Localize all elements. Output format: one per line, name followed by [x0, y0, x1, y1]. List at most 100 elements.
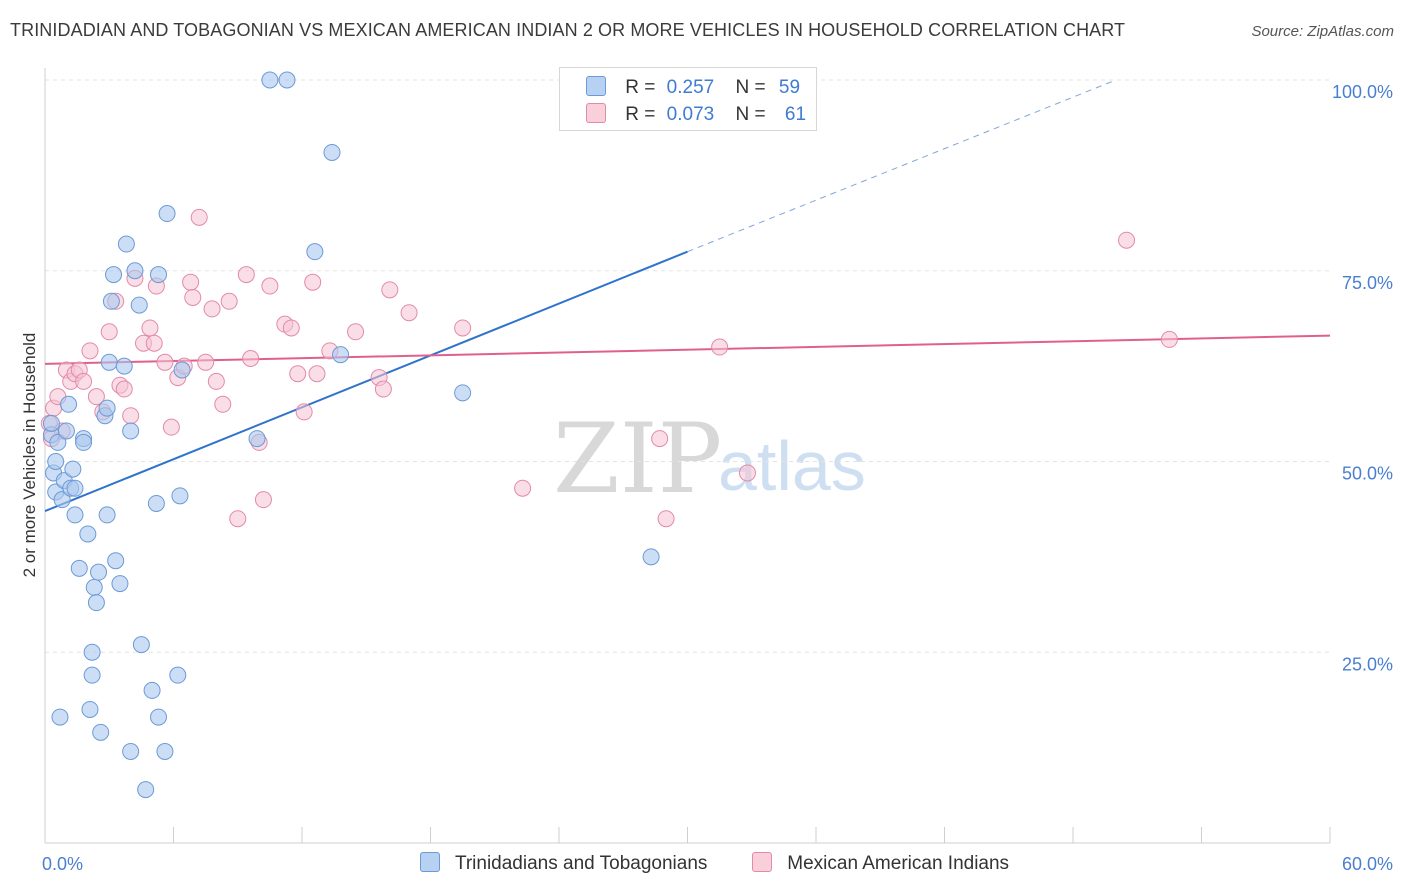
mexican-american-indian-point: [122, 407, 140, 425]
trinidadian-point: [261, 71, 279, 89]
trinidadian-point: [248, 430, 266, 448]
trinidadian-point: [158, 205, 176, 223]
mexican-american-indian-point: [282, 319, 300, 337]
y-tick-label: 100.0%: [1332, 82, 1393, 102]
legend-n-value: 61: [784, 104, 807, 125]
mexican-american-indian-point: [1118, 231, 1136, 249]
mexican-american-indian-point: [156, 353, 174, 371]
legend-row-trinidadian: R = 0.257 N = 59: [586, 76, 800, 98]
mexican-american-indian-point: [162, 418, 180, 436]
trinidadian-point: [169, 666, 187, 684]
trinidadian-point: [92, 723, 110, 741]
trinidadian-point: [122, 422, 140, 440]
trinidadian-point: [111, 575, 129, 593]
mexican-american-indian-point: [657, 510, 675, 528]
trinidadian-point: [85, 578, 103, 596]
trinidadian-point: [173, 361, 191, 379]
mexican-american-indian-point: [254, 491, 272, 509]
watermark-zip: ZIP: [553, 403, 722, 515]
mexican-american-indian-point: [182, 273, 200, 291]
mexican-american-indian-point: [400, 304, 418, 322]
trinidadian-point: [90, 563, 108, 581]
mexican-american-indian-point: [75, 372, 93, 390]
legend-r-label: R =: [625, 104, 656, 125]
trinidadian-point: [60, 395, 78, 413]
trinidadian-point: [143, 681, 161, 699]
trinidadian-point: [122, 742, 140, 760]
trinidadian-point: [100, 353, 118, 371]
mexican-american-indian-point: [115, 380, 133, 398]
legend-n-value: 59: [778, 77, 801, 98]
mexican-american-indian-point: [242, 349, 260, 367]
trinidadian-point: [98, 399, 116, 417]
trinidadian-point: [75, 433, 93, 451]
bottom-legend-label: Mexican American Indians: [787, 853, 1010, 874]
trinidadian-points: [42, 71, 660, 799]
mexican-american-indian-point: [207, 372, 225, 390]
trinidadian-point: [87, 594, 105, 612]
mexican-american-indian-point: [141, 319, 159, 337]
trinidadian-point: [323, 143, 341, 161]
trinidadian-point: [332, 346, 350, 364]
trinidadian-point: [105, 266, 123, 284]
trinidadian-point: [150, 708, 168, 726]
mexican-american-indian-point: [651, 430, 669, 448]
mexican-american-indian-point: [229, 510, 247, 528]
bottom-legend-label: Trinidadians and Tobagonians: [454, 853, 708, 874]
trinidadian-trend-line: [44, 250, 688, 513]
trinidadian-point: [150, 266, 168, 284]
mexican-american-indian-point: [1160, 330, 1178, 348]
trinidadian-point: [81, 700, 99, 718]
axes: [44, 68, 1331, 844]
trinidadian-point: [64, 460, 82, 478]
y-tick-label: 75.0%: [1342, 273, 1393, 293]
mexican-american-indian-point: [454, 319, 472, 337]
mexican-american-indian-point: [711, 338, 729, 356]
mexican-american-indian-point: [214, 395, 232, 413]
trinidadian-point: [454, 384, 472, 402]
x-tick-label: 0.0%: [42, 854, 83, 874]
trinidadian-point: [156, 742, 174, 760]
trinidadian-point: [132, 636, 150, 654]
trinidadian-point: [126, 262, 144, 280]
trinidadian-point: [137, 781, 155, 799]
y-tick-label: 25.0%: [1342, 654, 1393, 674]
pink-swatch: [586, 103, 606, 123]
trinidadian-point: [49, 433, 67, 451]
mexican-american-indian-point: [184, 288, 202, 306]
trend-lines: [44, 79, 1331, 513]
trinidadian-point: [79, 525, 97, 543]
trinidadian-point: [642, 548, 660, 566]
trinidadian-point: [278, 71, 296, 89]
y-tick-label: 50.0%: [1342, 464, 1393, 484]
legend: R = 0.257 N = 59 R = 0.073 N = 61: [559, 67, 817, 131]
trinidadian-point: [147, 494, 165, 512]
trinidadian-point: [306, 243, 324, 261]
trinidadian-point: [57, 422, 75, 440]
trinidadian-point: [66, 479, 84, 497]
mexican-american-indian-point: [374, 380, 392, 398]
trinidadian-point: [171, 487, 189, 505]
source-note: Source: ZipAtlas.com: [1251, 23, 1394, 40]
trinidadian-point: [117, 235, 135, 253]
mexican-american-indian-point: [514, 479, 532, 497]
trinidadian-point: [83, 666, 101, 684]
mexican-american-indian-points: [40, 208, 1178, 528]
pink-swatch: [752, 852, 772, 872]
mexican-american-indian-point: [197, 353, 215, 371]
trinidadian-point: [107, 552, 125, 570]
mexican-american-indian-point: [100, 323, 118, 341]
legend-r-label: R =: [625, 77, 656, 98]
blue-swatch: [586, 76, 606, 96]
mexican-american-indian-point: [738, 464, 756, 482]
gridlines: [45, 79, 1330, 653]
legend-r-value: 0.257: [666, 77, 715, 98]
chart-title: TRINIDADIAN AND TOBAGONIAN VS MEXICAN AM…: [10, 20, 1126, 40]
trinidadian-point: [98, 506, 116, 524]
mexican-american-indian-point: [289, 365, 307, 383]
legend-row-mexican: R = 0.073 N = 61: [586, 103, 806, 125]
trinidadian-point: [51, 708, 69, 726]
mexican-american-indian-point: [203, 300, 221, 318]
mexican-american-indian-point: [308, 365, 326, 383]
